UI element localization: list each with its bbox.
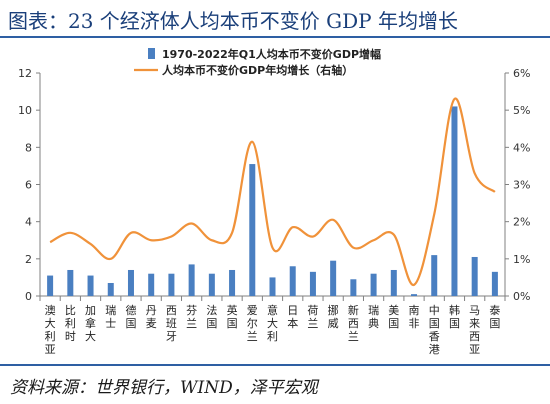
x-tick-label: 德国 bbox=[125, 303, 136, 330]
bar bbox=[108, 283, 114, 296]
x-tick-label: 意大利 bbox=[267, 303, 278, 343]
bar bbox=[371, 274, 377, 296]
y-right-tick-label: 6% bbox=[513, 67, 530, 80]
x-tick-label: 加拿大 bbox=[85, 304, 96, 343]
x-tick-label: 澳大利亚 bbox=[45, 304, 56, 356]
y-left-tick-label: 0 bbox=[25, 290, 32, 303]
bar bbox=[47, 276, 53, 296]
bar bbox=[451, 106, 457, 296]
x-tick-label: 日本 bbox=[287, 304, 298, 330]
x-tick-label: 南非 bbox=[409, 304, 420, 330]
bar bbox=[411, 294, 417, 296]
bar bbox=[209, 274, 215, 296]
footer: 资料来源：世界银行，WIND，泽平宏观 bbox=[0, 364, 550, 404]
bar bbox=[290, 266, 296, 296]
bar bbox=[249, 164, 255, 296]
y-right-tick-label: 0% bbox=[513, 290, 530, 303]
x-tick-label: 法国 bbox=[206, 303, 217, 330]
x-tick-label: 马来西亚 bbox=[469, 304, 480, 356]
bar bbox=[67, 270, 73, 296]
x-tick-label: 比利时 bbox=[65, 304, 76, 343]
x-tick-label: 美国 bbox=[388, 304, 399, 330]
bar bbox=[88, 276, 94, 296]
x-tick-label: 丹麦 bbox=[146, 304, 157, 330]
x-tick-label: 荷兰 bbox=[307, 304, 318, 330]
bar bbox=[431, 255, 437, 296]
y-right-tick-label: 2% bbox=[513, 216, 530, 229]
bar bbox=[391, 270, 397, 296]
bar bbox=[128, 270, 134, 296]
bar bbox=[189, 264, 195, 296]
bar bbox=[472, 257, 478, 296]
y-left-tick-label: 6 bbox=[25, 179, 32, 192]
x-tick-label: 挪威 bbox=[328, 303, 339, 330]
x-tick-label: 西班牙 bbox=[166, 304, 177, 343]
bar bbox=[350, 279, 356, 296]
y-left-tick-label: 4 bbox=[25, 216, 32, 229]
y-left-tick-label: 2 bbox=[25, 253, 32, 266]
bar bbox=[229, 270, 235, 296]
y-right-tick-label: 3% bbox=[513, 179, 530, 192]
x-tick-label: 中国香港 bbox=[429, 304, 440, 356]
y-left-tick-label: 10 bbox=[18, 104, 32, 117]
x-tick-label: 瑞典 bbox=[368, 303, 379, 330]
y-right-tick-label: 4% bbox=[513, 141, 530, 154]
title-bar: 图表：23 个经济体人均本币不变价 GDP 年均增长 bbox=[0, 0, 550, 38]
bar bbox=[492, 272, 498, 296]
bar bbox=[270, 277, 276, 296]
bar bbox=[310, 272, 316, 296]
x-tick-label: 韩国 bbox=[449, 303, 460, 330]
y-left-tick-label: 8 bbox=[25, 141, 32, 154]
chart-title: 图表：23 个经济体人均本币不变价 GDP 年均增长 bbox=[8, 5, 458, 34]
legend-label-bar: 1970-2022年Q1人均本币不变价GDP增幅 bbox=[162, 47, 381, 61]
x-tick-label: 新西兰 bbox=[348, 303, 359, 343]
chart: 0 2 4 6 8 10 12 0% 1% 2% 3% 4% 5% 6% 澳大利亚比利时加拿大瑞士德国丹麦西… bbox=[0, 38, 550, 364]
bar bbox=[168, 274, 174, 296]
x-tick-label: 芬兰 bbox=[186, 304, 197, 330]
y-right-tick-label: 1% bbox=[513, 253, 530, 266]
line-series bbox=[50, 99, 495, 286]
x-tick-label: 瑞士 bbox=[105, 303, 116, 330]
x-tick-label: 英国 bbox=[227, 303, 238, 330]
x-tick-label: 泰国 bbox=[489, 303, 500, 330]
y-left-tick-label: 12 bbox=[18, 67, 32, 80]
x-tick-label: 爱尔兰 bbox=[247, 304, 258, 343]
source-note: 资料来源：世界银行，WIND，泽平宏观 bbox=[10, 373, 318, 398]
legend-label-line: 人均本币不变价GDP年均增长（右轴） bbox=[162, 63, 353, 77]
bar bbox=[148, 274, 154, 296]
legend-swatch-bar bbox=[148, 48, 155, 59]
bar bbox=[330, 261, 336, 296]
y-right-tick-label: 5% bbox=[513, 104, 530, 117]
